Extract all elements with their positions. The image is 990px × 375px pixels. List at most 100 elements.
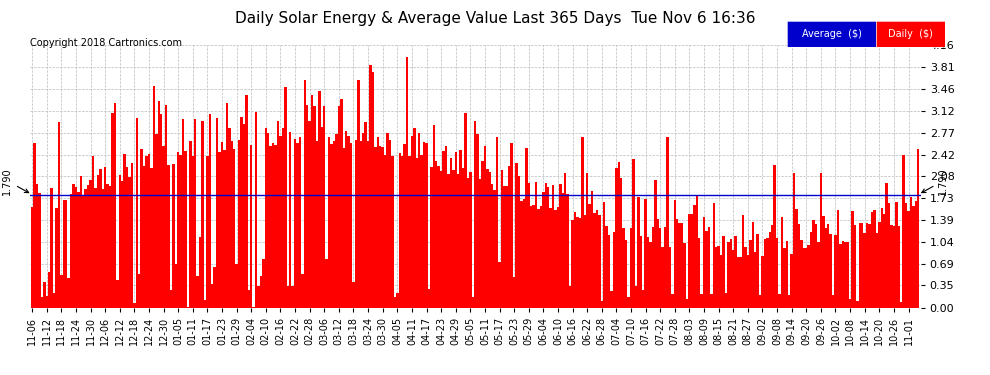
Bar	[861, 223, 863, 308]
Bar	[484, 146, 486, 308]
Bar	[194, 119, 196, 308]
Bar	[569, 286, 571, 308]
Bar	[885, 183, 888, 308]
Bar	[309, 121, 311, 308]
Bar	[250, 145, 252, 308]
Bar	[114, 103, 116, 308]
Bar	[264, 128, 267, 308]
Bar	[65, 200, 67, 308]
Bar	[206, 156, 209, 308]
Bar	[313, 106, 316, 308]
Bar	[535, 182, 538, 308]
Bar	[357, 80, 359, 308]
Bar	[693, 205, 696, 308]
Bar	[525, 148, 528, 308]
Bar	[778, 294, 781, 307]
Bar	[651, 228, 654, 308]
Bar	[423, 142, 426, 308]
Bar	[830, 234, 832, 308]
Bar	[226, 103, 228, 308]
Bar	[623, 228, 625, 308]
Bar	[863, 233, 866, 308]
Bar	[758, 294, 761, 307]
Bar	[248, 290, 250, 308]
Bar	[331, 144, 333, 308]
Bar	[496, 137, 498, 308]
Bar	[481, 161, 484, 308]
Bar	[554, 210, 556, 308]
Bar	[367, 141, 369, 308]
Bar	[691, 214, 693, 308]
Bar	[606, 226, 608, 308]
Bar	[518, 177, 520, 308]
Bar	[219, 152, 221, 308]
Bar	[805, 248, 808, 308]
Bar	[399, 153, 401, 308]
Bar	[169, 290, 172, 308]
Bar	[846, 242, 848, 308]
Bar	[654, 180, 656, 308]
Bar	[547, 188, 549, 308]
Bar	[362, 134, 364, 308]
Bar	[871, 212, 873, 308]
Bar	[773, 165, 776, 308]
Bar	[835, 235, 837, 308]
Bar	[644, 199, 646, 308]
Bar	[501, 170, 503, 308]
Bar	[620, 178, 623, 308]
Bar	[336, 134, 338, 308]
Bar	[301, 274, 304, 308]
Bar	[435, 161, 438, 308]
Bar	[41, 297, 44, 307]
Bar	[267, 133, 269, 308]
Bar	[326, 259, 328, 308]
Bar	[659, 228, 661, 308]
Text: Daily  ($): Daily ($)	[888, 29, 934, 39]
Bar	[148, 154, 150, 308]
Bar	[725, 294, 728, 308]
Bar	[466, 178, 469, 308]
Bar	[192, 156, 194, 308]
Bar	[742, 216, 744, 308]
Bar	[771, 225, 773, 308]
Bar	[642, 290, 644, 308]
Bar	[406, 57, 408, 308]
Bar	[718, 246, 720, 308]
Bar	[177, 152, 179, 308]
Bar	[174, 264, 177, 308]
Bar	[184, 151, 187, 308]
Bar	[254, 112, 257, 308]
Bar	[822, 216, 825, 308]
Bar	[428, 289, 431, 308]
Bar	[516, 164, 518, 308]
Bar	[116, 280, 119, 308]
Bar	[384, 155, 386, 308]
Bar	[703, 217, 705, 308]
Bar	[768, 232, 771, 308]
Bar	[146, 156, 148, 308]
Bar	[124, 154, 126, 308]
Bar	[426, 143, 428, 308]
Bar	[728, 243, 730, 308]
Bar	[827, 224, 830, 308]
Bar	[523, 200, 525, 308]
Bar	[544, 183, 547, 308]
Bar	[386, 134, 389, 308]
Bar	[528, 183, 530, 308]
Bar	[781, 217, 783, 308]
Bar	[564, 173, 566, 308]
Bar	[231, 141, 233, 308]
Bar	[503, 186, 506, 308]
Bar	[474, 121, 476, 308]
Bar	[905, 203, 907, 308]
Bar	[593, 213, 596, 308]
Bar	[354, 140, 357, 308]
Bar	[793, 173, 795, 308]
Bar	[688, 213, 691, 308]
Bar	[286, 286, 289, 308]
Bar	[209, 114, 211, 308]
Bar	[646, 237, 649, 308]
Text: 1.790: 1.790	[922, 167, 948, 195]
Bar	[401, 156, 403, 308]
Bar	[343, 148, 345, 308]
